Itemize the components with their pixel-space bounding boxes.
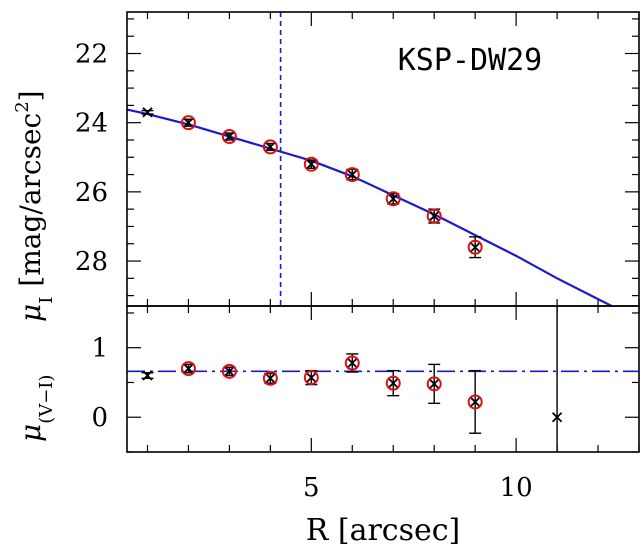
top-cross-point <box>183 117 194 128</box>
top-cross-point <box>347 169 358 180</box>
bottom-x-tick-labels: 5 10 <box>303 473 533 503</box>
top-cross-point <box>265 141 276 153</box>
bottom-y-tick-labels: 01 <box>91 334 108 434</box>
top-y-tick-label: 26 <box>75 178 108 208</box>
bottom-cross-point <box>224 366 235 377</box>
top-y-title-close: ] <box>14 90 47 101</box>
bottom-y-title-subscript: (V−I) <box>36 375 57 424</box>
bottom-y-tick-label: 1 <box>91 334 108 364</box>
bottom-cross-point <box>388 378 399 389</box>
top-circle-point <box>180 115 196 131</box>
top-y-tick-label: 24 <box>75 109 108 139</box>
top-circle-point <box>262 139 278 155</box>
bottom-x-tick-label: 5 <box>303 473 320 503</box>
bottom-cross-point <box>142 370 153 381</box>
top-y-title-superscript: 2 <box>12 101 33 112</box>
top-circle-point <box>303 156 319 172</box>
bottom-cross-point <box>183 363 194 374</box>
bottom-circle-point <box>385 375 401 391</box>
top-y-tick-label: 22 <box>75 40 108 70</box>
bottom-y-tick-label: 0 <box>91 403 108 433</box>
top-y-title-symbol: μ <box>14 304 47 322</box>
bottom-panel: 01 5 10 <box>91 305 640 503</box>
top-y-title-subscript: I <box>36 297 57 304</box>
bottom-circle-point <box>221 363 237 379</box>
bottom-circle-point <box>262 370 278 386</box>
bottom-cross-point <box>470 396 481 408</box>
top-data-marks <box>141 107 483 259</box>
bottom-ticks <box>127 306 640 453</box>
bottom-circle-point <box>467 394 483 410</box>
bottom-cross-point <box>429 378 440 390</box>
top-circle-point <box>385 191 401 207</box>
top-frame <box>126 11 640 307</box>
top-y-tick-labels: 22 24 26 28 <box>75 40 108 278</box>
bottom-y-title-symbol: μ <box>14 424 47 442</box>
top-reference-lines <box>127 12 615 306</box>
top-ticks <box>127 12 640 306</box>
top-circle-point <box>467 239 483 255</box>
bottom-data-marks <box>141 306 563 452</box>
bottom-cross-point <box>265 373 276 384</box>
top-cross-point <box>142 107 153 118</box>
top-cross-point <box>470 242 481 253</box>
bottom-frame <box>126 305 640 453</box>
bottom-cross-point <box>551 412 563 423</box>
top-y-title-units: [mag/arcsec <box>14 113 47 287</box>
x-axis-title: R [arcsec] <box>306 513 461 548</box>
bottom-circle-point <box>344 355 360 371</box>
bottom-cross-point <box>306 372 317 383</box>
top-cross-point <box>306 159 317 170</box>
bottom-x-tick-label: 10 <box>500 473 533 503</box>
top-cross-point <box>388 193 399 204</box>
bottom-circle-point <box>180 361 196 377</box>
top-circle-point <box>221 129 237 145</box>
bottom-cross-point <box>347 357 358 369</box>
top-circle-point <box>426 208 442 224</box>
top-cross-point <box>224 131 235 142</box>
bottom-y-axis-title: μ(V−I) <box>14 375 57 442</box>
top-y-axis-title: μI [mag/arcsec2] <box>12 90 57 322</box>
bottom-circle-point <box>426 376 442 392</box>
sersic-fit-curve <box>127 108 615 306</box>
bottom-circle-point <box>303 370 319 386</box>
galaxy-name-annotation: KSP-DW29 <box>398 43 543 78</box>
top-cross-point <box>429 210 440 222</box>
top-circle-point <box>344 167 360 183</box>
top-y-tick-label: 28 <box>75 247 108 277</box>
top-panel: 22 24 26 28 KSP-DW29 <box>75 11 640 307</box>
